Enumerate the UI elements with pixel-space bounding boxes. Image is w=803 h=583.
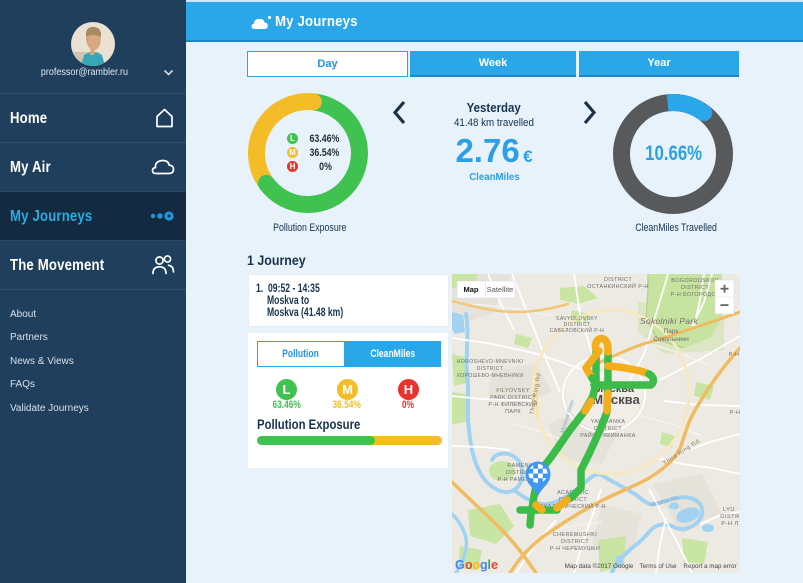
svg-text:o: o xyxy=(473,558,481,572)
svg-text:G: G xyxy=(455,558,465,572)
svg-text:ПАРК: ПАРК xyxy=(505,409,521,415)
svg-text:Р-Н: Р-Н xyxy=(729,352,739,358)
svg-text:АКАДЕМИЧЕСКИЙ Р-Н: АКАДЕМИЧЕСКИЙ Р-Н xyxy=(540,502,606,510)
svg-text:Р-Н БОГОРОДСК: Р-Н БОГОРОДСК xyxy=(671,292,720,298)
svg-text:SAVYOLOVSKY: SAVYOLOVSKY xyxy=(556,316,598,322)
svg-text:DISTRICT: DISTRICT xyxy=(506,470,534,476)
svg-text:DISTRICT: DISTRICT xyxy=(681,285,709,291)
svg-text:CHEREMUSHKI: CHEREMUSHKI xyxy=(553,532,597,538)
svg-text:LYU: LYU xyxy=(723,507,735,513)
svg-text:Map: Map xyxy=(464,285,479,294)
svg-text:PARK DISTRICT: PARK DISTRICT xyxy=(490,395,536,401)
svg-text:Москва: Москва xyxy=(592,392,640,407)
svg-text:BOGORODSKOY: BOGORODSKOY xyxy=(671,278,719,284)
svg-text:Р-Н ЧЕРЕМУШКИ: Р-Н ЧЕРЕМУШКИ xyxy=(550,546,600,552)
svg-text:ОСТАНКИНСКИЙ Р-Н: ОСТАНКИНСКИЙ Р-Н xyxy=(587,282,648,290)
svg-text:Satellite: Satellite xyxy=(487,285,514,294)
svg-text:Р-Н Л: Р-Н Л xyxy=(721,521,738,527)
svg-text:САВЕЛОВСКИЙ Р-Н: САВЕЛОВСКИЙ Р-Н xyxy=(550,326,604,334)
svg-text:РАЙОН ЯКИМАНКА: РАЙОН ЯКИМАНКА xyxy=(580,431,636,439)
svg-text:Sokolniki Park: Sokolniki Park xyxy=(640,316,699,326)
svg-text:DISTRICT: DISTRICT xyxy=(594,426,622,432)
svg-text:Map data ©2017 Google: Map data ©2017 Google xyxy=(565,562,634,570)
svg-text:l: l xyxy=(488,558,491,572)
svg-text:Парк: Парк xyxy=(664,328,679,335)
svg-text:DISTR: DISTR xyxy=(720,514,739,520)
svg-text:Р-Н ФИЛЕВСКИЙ: Р-Н ФИЛЕВСКИЙ xyxy=(488,400,537,408)
svg-text:e: e xyxy=(491,558,498,572)
svg-text:Terms of Use: Terms of Use xyxy=(639,563,677,570)
svg-text:Р-Н: Р-Н xyxy=(730,410,740,416)
svg-text:Р-Н РАМЕНКИ: Р-Н РАМЕНКИ xyxy=(497,477,538,483)
svg-text:Сокольники: Сокольники xyxy=(653,336,689,343)
svg-text:DISTRICT: DISTRICT xyxy=(561,539,589,545)
svg-text:DISTRICT: DISTRICT xyxy=(477,366,504,372)
svg-text:YAKIMANKA: YAKIMANKA xyxy=(591,419,626,425)
svg-text:g: g xyxy=(480,558,488,572)
svg-text:DISTRICT: DISTRICT xyxy=(564,322,591,328)
svg-text:Report a map error: Report a map error xyxy=(683,563,736,570)
svg-text:ХОРОШЕВО-МНЕВНИКИ: ХОРОШЕВО-МНЕВНИКИ xyxy=(457,373,524,379)
svg-text:RAMENKI: RAMENKI xyxy=(507,463,534,469)
svg-text:FILYOVSKY: FILYOVSKY xyxy=(496,388,529,394)
svg-text:HOROSHEVO-MNEVNIKI: HOROSHEVO-MNEVNIKI xyxy=(457,359,524,365)
svg-text:DISTRICT: DISTRICT xyxy=(604,277,632,283)
svg-text:o: o xyxy=(465,558,473,572)
